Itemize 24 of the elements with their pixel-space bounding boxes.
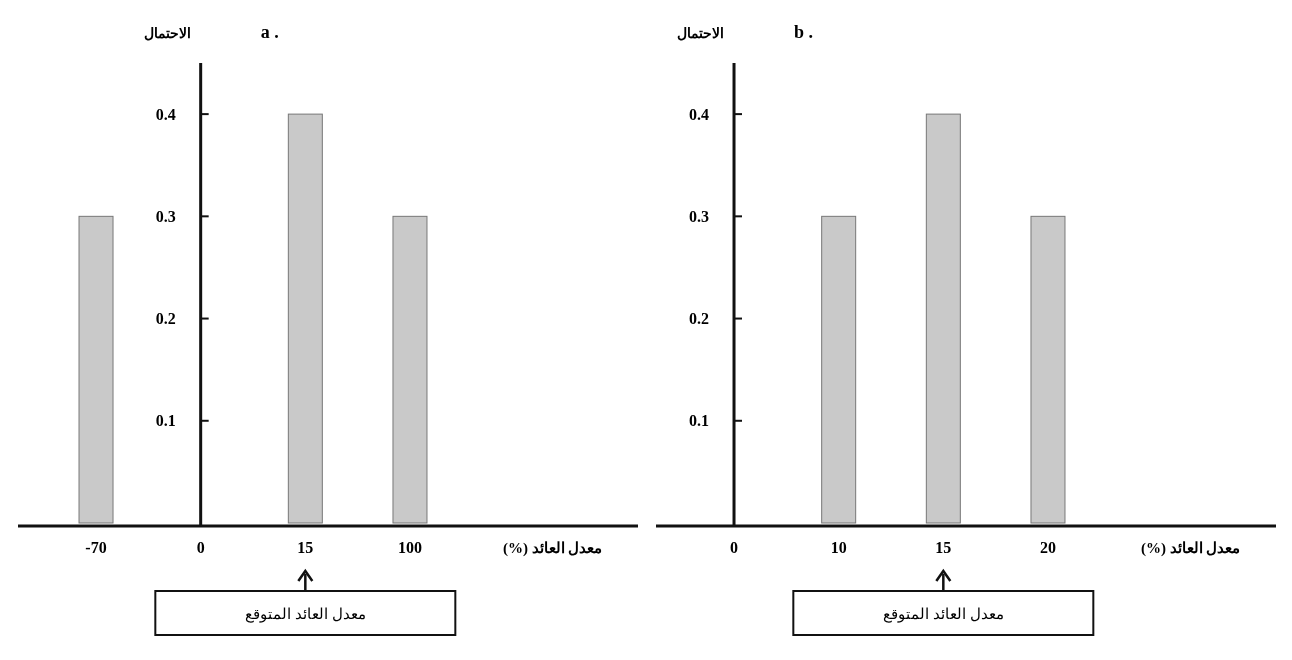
y-axis-title: الاحتمال (677, 26, 725, 41)
x-tick-label: 15 (935, 539, 952, 556)
y-tick-label: 0.2 (155, 310, 176, 328)
y-tick-label: 0.2 (689, 310, 710, 328)
x-axis-title: معدل العائد (%) (503, 540, 603, 557)
y-tick-label: 0.1 (155, 412, 176, 430)
y-axis-title: الاحتمال (143, 26, 191, 41)
chart-title: a . (260, 22, 279, 42)
x-tick-label: 10 (830, 539, 847, 556)
x-tick-label: 100 (397, 539, 422, 556)
x-tick-label: 20 (1039, 539, 1056, 556)
annotation: معدل العائد المتوقع (245, 606, 366, 623)
x-tick-label: 15 (297, 539, 314, 556)
y-tick-label: 0.1 (689, 412, 710, 430)
y-tick-label: 0.4 (155, 105, 176, 123)
annotation: معدل العائد المتوقع (883, 606, 1004, 623)
x-tick-label: 0 (196, 539, 205, 556)
chart-title: b . (794, 22, 814, 42)
x-axis-title: معدل العائد (%) (1141, 540, 1241, 557)
y-tick-label: 0.3 (155, 207, 176, 225)
y-tick-label: 0.4 (689, 105, 710, 123)
x-tick-label: 0 (730, 539, 739, 556)
y-tick-label: 0.3 (689, 207, 710, 225)
x-tick-label: -70 (85, 539, 107, 556)
